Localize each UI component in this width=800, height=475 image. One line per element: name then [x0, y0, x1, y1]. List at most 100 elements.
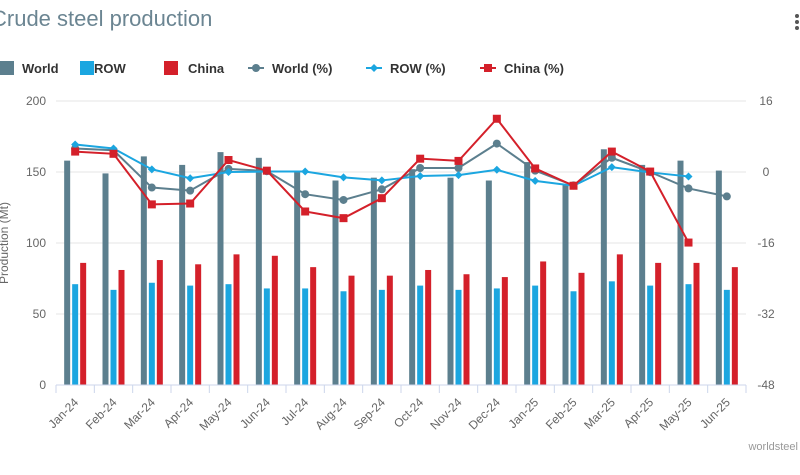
world-bar	[409, 169, 416, 385]
bar-group	[64, 149, 738, 385]
y2-tick-label: 0	[763, 165, 770, 179]
x-tick-label: Feb-25	[543, 395, 580, 432]
china-bar	[195, 264, 202, 385]
china-bar	[348, 275, 355, 385]
world-pct-point	[607, 153, 616, 162]
world-bar	[715, 170, 722, 385]
row-bar	[608, 281, 615, 385]
world-pct-point	[684, 184, 693, 193]
row-bar	[647, 285, 654, 385]
x-tick-label: May-24	[196, 395, 234, 433]
x-tick-label: Dec-24	[466, 395, 503, 432]
row-bar	[302, 288, 309, 385]
row-bar	[72, 284, 79, 385]
row-pct-point	[531, 176, 540, 185]
china-pct-point	[377, 194, 386, 203]
china-pct-point	[531, 164, 540, 173]
row-bar	[225, 284, 232, 385]
legend-item-row-swatch	[80, 61, 94, 75]
x-tick-label: Jul-24	[278, 395, 311, 428]
china-pct-point	[569, 181, 578, 190]
world-pct-point	[377, 185, 386, 194]
china-pct-point	[416, 154, 425, 163]
china-pct-point	[684, 238, 693, 247]
y-tick-label: 50	[33, 307, 47, 321]
row-pct-point	[186, 174, 195, 183]
y-tick-label: 200	[26, 94, 46, 108]
china-bar	[310, 267, 317, 385]
x-tick-label: Nov-24	[427, 395, 464, 432]
world-bar	[485, 180, 492, 385]
china-bar	[80, 262, 87, 385]
row-bar	[685, 284, 692, 385]
china-pct-point	[301, 207, 310, 216]
china-bar	[386, 275, 393, 385]
row-pct-point	[492, 165, 501, 174]
row-bar	[110, 289, 117, 385]
row-bar	[493, 288, 500, 385]
x-tick-label: Aug-24	[312, 395, 349, 432]
y-tick-label: 150	[26, 165, 46, 179]
x-tick-label: Oct-24	[391, 395, 427, 431]
china-pct-point	[454, 156, 463, 165]
hamburger-menu-icon[interactable]	[794, 14, 800, 34]
x-tick-label: Apr-25	[621, 395, 657, 431]
y2-tick-label: -16	[757, 236, 775, 250]
china-bar	[425, 269, 432, 385]
row-bar	[532, 285, 539, 385]
world-bar	[447, 177, 454, 385]
world-bar	[370, 177, 377, 385]
world-pct-point	[339, 195, 348, 204]
china-bar	[233, 254, 240, 385]
world-pct-point	[186, 186, 195, 195]
world-bar	[562, 184, 569, 385]
x-tick-label: Jan-25	[505, 395, 541, 431]
world-bar	[677, 160, 684, 385]
world-bar	[255, 157, 262, 385]
world-pct-point	[147, 183, 156, 192]
legend-item-world-swatch-marker	[252, 64, 260, 72]
china-bar	[156, 260, 163, 385]
china-pct-point	[492, 114, 501, 123]
x-tick-label: Jun-25	[697, 395, 733, 431]
x-tick-label: May-25	[656, 395, 694, 433]
china-pct-point	[339, 214, 348, 223]
world-pct-point	[416, 164, 425, 173]
world-bar	[102, 173, 109, 385]
legend-item-world-label: World (%)	[272, 61, 332, 76]
legend: World ROW China World (%) ROW (%) China (%)	[0, 61, 564, 76]
y-axis-title: Production (Mt)	[0, 202, 11, 284]
y2-tick-label: -48	[757, 378, 775, 392]
x-tick-label: Jan-24	[45, 395, 81, 431]
y2-tick-label: 16	[759, 94, 773, 108]
row-pct-point	[71, 140, 80, 149]
china-pct-point	[71, 147, 80, 156]
china-bar	[118, 269, 125, 385]
legend-item-china-label: China (%)	[504, 61, 564, 76]
row-pct-point	[454, 171, 463, 180]
row-bar	[340, 291, 347, 385]
x-tick-label: Jun-24	[237, 395, 273, 431]
world-pct-point	[492, 139, 501, 148]
legend-item-world-label: World	[22, 61, 59, 76]
row-bar	[455, 289, 462, 385]
legend-item-world-swatch	[0, 61, 14, 75]
row-pct-point	[339, 173, 348, 182]
china-bar	[501, 277, 508, 385]
x-tick-label: Mar-24	[121, 395, 158, 432]
world-pct-point	[301, 190, 310, 199]
row-pct-point	[607, 163, 616, 172]
legend-item-row-label: ROW (%)	[390, 61, 446, 76]
row-pct-point	[684, 172, 693, 181]
row-bar	[187, 285, 194, 385]
legend-item-row-label: ROW	[94, 61, 127, 76]
china-pct-point	[109, 149, 118, 158]
legend-item-china-label: China	[188, 61, 225, 76]
world-pct-point	[454, 164, 463, 173]
world-bar	[140, 156, 147, 385]
china-pct-point	[262, 166, 271, 175]
y-tick-label: 100	[26, 236, 46, 250]
x-tick-label: Feb-24	[83, 395, 120, 432]
china-pct-point	[646, 167, 655, 176]
china-bar	[463, 274, 470, 385]
